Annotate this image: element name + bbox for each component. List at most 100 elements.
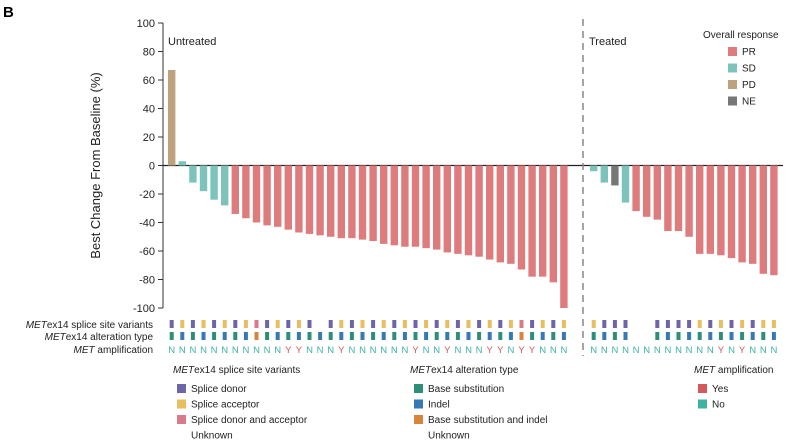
splice-marker (697, 320, 702, 328)
amplification-letter: N (611, 345, 618, 356)
amplification-letter: N (179, 345, 186, 356)
alteration-marker (540, 332, 545, 340)
splice-legend-swatch (177, 399, 186, 409)
amplification-letter: N (550, 345, 557, 356)
bar-untreated-30 (475, 165, 483, 257)
splice-marker (771, 320, 776, 328)
splice-marker (750, 320, 755, 328)
splice-marker (233, 320, 238, 328)
bar-untreated-16 (327, 165, 335, 237)
y-tick-label: 40 (143, 104, 155, 116)
bar-untreated-13 (295, 165, 303, 233)
splice-marker (591, 320, 596, 328)
bar-treated-16 (749, 165, 757, 264)
alteration-marker (676, 332, 681, 340)
amplification-legend-swatch (698, 399, 707, 409)
bar-untreated-21 (380, 165, 388, 244)
amplification-letter: N (507, 345, 514, 356)
alteration-marker (740, 332, 745, 340)
splice-marker (424, 320, 429, 328)
alteration-marker (466, 332, 471, 340)
amplification-letter: N (348, 345, 355, 356)
row-label-alteration: METex14 alteration type (45, 332, 154, 343)
response-legend-swatch (728, 63, 737, 73)
response-legend-label: SD (742, 64, 756, 75)
splice-marker (243, 320, 248, 328)
response-legend-swatch (728, 47, 737, 56)
amplification-letter: N (211, 345, 218, 356)
amplification-letter: Y (718, 345, 725, 356)
y-tick-label: 0 (149, 161, 155, 173)
bar-untreated-34 (517, 165, 526, 270)
amplification-letter: Y (487, 345, 494, 356)
bar-untreated-19 (358, 165, 367, 240)
alteration-marker (718, 332, 723, 340)
amplification-letter: N (760, 345, 767, 356)
amplification-letter: N (590, 345, 597, 356)
splice-marker (455, 320, 460, 328)
splice-marker (530, 320, 535, 328)
splice-marker (623, 320, 628, 328)
bar-untreated-38 (560, 165, 568, 308)
alteration-legend-swatch (414, 384, 423, 393)
amplification-legend-title: MET amplification (694, 365, 773, 376)
alteration-marker (339, 332, 344, 340)
splice-marker (718, 320, 723, 328)
splice-marker (434, 320, 439, 328)
alteration-marker (561, 332, 566, 340)
splice-marker (676, 320, 681, 328)
amplification-letter: N (664, 345, 671, 356)
alteration-marker (729, 332, 734, 340)
alteration-marker (761, 332, 766, 340)
amplification-letter: N (189, 345, 196, 356)
alteration-marker (286, 332, 291, 340)
amplification-letter: N (242, 345, 249, 356)
alteration-marker (623, 332, 628, 340)
alteration-legend-label: Base substitution (428, 384, 504, 395)
group-label-treated: Treated (589, 36, 627, 48)
bar-treated-6 (643, 165, 651, 217)
splice-marker (540, 320, 545, 328)
alteration-marker (212, 332, 217, 340)
bar-untreated-1 (168, 70, 176, 166)
response-legend-label: NE (742, 97, 756, 108)
alteration-marker (381, 332, 386, 340)
splice-marker (445, 320, 450, 328)
splice-marker (687, 320, 692, 328)
splice-marker (286, 320, 291, 328)
amplification-letter: N (327, 345, 334, 356)
response-legend-title: Overall response (703, 30, 779, 41)
legends: Overall response PR SD PD NE METex14 splice s… (173, 30, 779, 442)
amplification-letter: N (317, 345, 324, 356)
amplification-letter: N (770, 345, 777, 356)
splice-marker (551, 320, 556, 328)
bar-untreated-10 (263, 165, 271, 226)
bar-treated-10 (685, 165, 693, 237)
response-legend-label: PD (742, 80, 756, 91)
splice-marker (381, 320, 386, 328)
response-legend-label: PR (742, 47, 756, 58)
amplification-letter: N (253, 345, 260, 356)
alteration-marker (243, 332, 248, 340)
alteration-legend-label: Base substitution and indel (428, 415, 548, 426)
response-legend-swatch (728, 96, 737, 106)
row-label-splice: METex14 splice site variants (26, 320, 153, 331)
alteration-marker (508, 332, 513, 340)
bar-untreated-31 (486, 165, 494, 260)
splice-marker (508, 320, 513, 328)
splice-marker (169, 320, 174, 328)
splice-legend-title: METex14 splice site variants (173, 365, 300, 376)
bar-untreated-4 (199, 165, 208, 192)
bar-untreated-12 (284, 165, 292, 230)
alteration-marker (655, 332, 660, 340)
bar-untreated-24 (411, 165, 420, 247)
splice-marker (402, 320, 407, 328)
amplification-letter: N (696, 345, 703, 356)
bar-treated-15 (738, 165, 746, 263)
amplification-legend-swatch (698, 384, 707, 393)
bar-untreated-36 (539, 165, 547, 277)
alteration-marker (602, 332, 607, 340)
splice-marker (265, 320, 270, 328)
amplification-letter: N (539, 345, 546, 356)
